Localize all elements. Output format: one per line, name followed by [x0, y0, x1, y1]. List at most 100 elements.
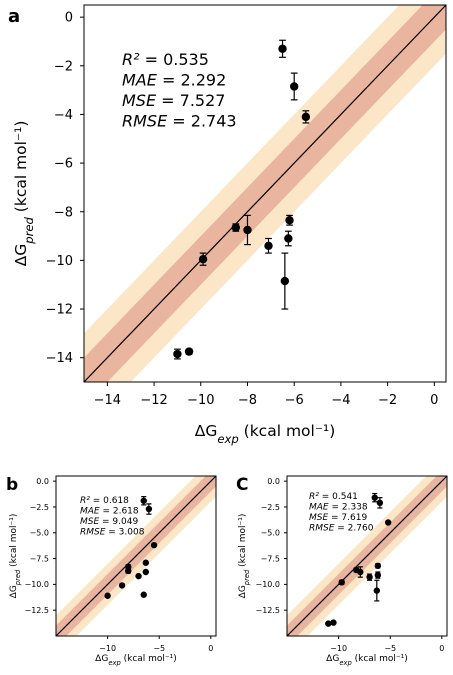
panel-letter: a [8, 6, 20, 27]
data-point [150, 541, 158, 549]
point-marker [374, 562, 382, 570]
y-tick-label: 0 [65, 11, 73, 26]
point-marker [173, 349, 182, 359]
data-point [374, 571, 382, 579]
x-tick-label: −10 [330, 644, 347, 653]
point-marker [264, 241, 273, 250]
data-point [330, 619, 337, 626]
data-point [184, 347, 194, 356]
x-axis-label: ΔGexp (kcal mol⁻¹) [326, 654, 408, 667]
outer-band [287, 476, 447, 636]
y-tick-label: −5.0 [30, 529, 49, 538]
x-tick-label: −5 [153, 644, 165, 653]
x-tick-label: −12 [140, 393, 167, 408]
y-tick-label: −2.5 [261, 503, 280, 512]
stat-label: MSE = 9.049 [80, 517, 138, 527]
y-tick-label: −4 [54, 108, 73, 123]
stat-label: MAE = 2.292 [122, 71, 226, 90]
point-marker [374, 571, 382, 579]
point-marker [373, 587, 381, 594]
axes-frame [83, 4, 447, 383]
y-axis-label: ΔGpred (kcal mol⁻¹) [9, 514, 22, 599]
x-axis-label: ΔGexp (kcal mol⁻¹) [95, 654, 177, 667]
data-point [371, 492, 378, 503]
data-point [140, 591, 147, 598]
y-tick-label: −10.0 [255, 580, 280, 589]
data-point [280, 252, 290, 310]
y-tick-label: −7.5 [261, 554, 280, 563]
point-marker [150, 541, 158, 549]
panel-letter: C [236, 475, 248, 495]
point-marker [135, 572, 142, 580]
data-point [278, 39, 287, 58]
point-marker [243, 225, 252, 235]
point-marker [142, 559, 150, 566]
data-point [104, 592, 111, 599]
stat-label: R² = 0.541 [309, 492, 358, 502]
y-tick-label: −12.5 [255, 606, 280, 615]
point-marker [289, 82, 299, 91]
y-tick-label: −2.5 [30, 503, 49, 512]
stat-label: MAE = 2.618 [80, 507, 139, 517]
stat-label: RMSE = 2.760 [309, 524, 374, 534]
x-tick-label: −10 [187, 393, 214, 408]
point-marker [285, 216, 294, 225]
axes-frame [286, 475, 448, 637]
x-axis-label: ΔGexp (kcal mol⁻¹) [195, 422, 336, 446]
data-point [198, 252, 208, 266]
stat-label: R² = 0.535 [122, 50, 209, 69]
point-marker [330, 619, 337, 626]
point-marker [384, 519, 392, 526]
data-point [285, 214, 294, 226]
data-point [376, 497, 384, 509]
data-point [289, 72, 299, 101]
plot-area [56, 476, 216, 636]
x-tick-label: 0 [208, 644, 213, 653]
point-marker [366, 573, 373, 581]
y-tick-label: −5.0 [261, 529, 280, 538]
data-point [243, 214, 252, 246]
identity-line [84, 5, 446, 382]
y-tick-label: −10.0 [24, 580, 49, 589]
point-marker [140, 591, 147, 598]
data-point [301, 110, 311, 124]
data-point [374, 562, 382, 570]
y-tick-label: −6 [54, 157, 73, 172]
identity-line [287, 476, 447, 636]
y-tick-label: 0.0 [267, 477, 280, 486]
plot-area [287, 476, 447, 636]
y-axis-label: ΔGpred (kcal mol⁻¹) [238, 514, 251, 599]
data-point [125, 567, 132, 575]
x-tick-label: −10 [99, 644, 116, 653]
data-point [284, 230, 293, 247]
stat-label: MSE = 7.619 [309, 513, 367, 523]
point-marker [140, 497, 147, 504]
data-point [135, 572, 142, 580]
x-tick-label: −6 [285, 393, 304, 408]
y-tick-label: −12.5 [24, 606, 49, 615]
data-point [231, 223, 241, 232]
axes-frame [55, 475, 217, 637]
panel-letter: b [6, 475, 18, 495]
point-marker [104, 592, 111, 599]
stat-label: RMSE = 3.008 [80, 528, 145, 538]
data-point [142, 559, 150, 566]
point-marker [125, 567, 132, 575]
data-point [384, 519, 392, 526]
x-tick-label: −8 [238, 393, 257, 408]
x-tick-label: −2 [378, 393, 397, 408]
x-tick-label: 0 [439, 644, 444, 653]
point-marker [338, 579, 345, 586]
y-axis-label: ΔGpred (kcal mol⁻¹) [12, 121, 36, 267]
identity-line [56, 476, 216, 636]
data-point [264, 237, 273, 254]
data-point [145, 503, 153, 515]
point-marker [357, 568, 364, 576]
stat-label: RMSE = 2.743 [122, 112, 237, 131]
